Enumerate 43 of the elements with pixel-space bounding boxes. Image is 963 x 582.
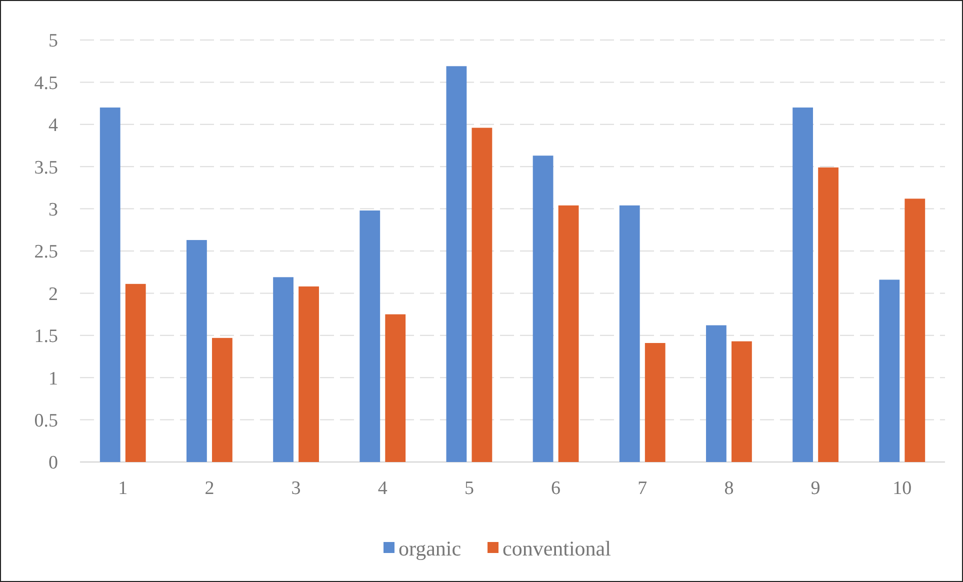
x-tick-label: 10 xyxy=(892,478,912,499)
x-tick-label: 3 xyxy=(291,478,301,499)
bar xyxy=(904,198,926,462)
x-tick-label: 9 xyxy=(810,478,820,499)
bar xyxy=(125,284,146,462)
bar xyxy=(273,277,294,462)
bar xyxy=(532,156,554,462)
legend-label: conventional xyxy=(502,536,612,560)
bar xyxy=(446,66,467,462)
bar xyxy=(360,210,380,462)
bar xyxy=(100,108,120,462)
bar xyxy=(644,342,666,462)
y-tick-label: 3 xyxy=(48,199,58,220)
y-tick-label: 0.5 xyxy=(34,410,58,432)
x-tick-label: 7 xyxy=(638,478,648,499)
x-tick-label: 8 xyxy=(724,478,734,499)
x-tick-label: 4 xyxy=(378,478,388,499)
y-tick-label: 5 xyxy=(48,30,58,52)
y-tick-label: 3.5 xyxy=(34,157,58,178)
x-tick-label: 2 xyxy=(204,478,214,499)
bar xyxy=(186,240,207,462)
bar xyxy=(818,167,838,462)
bar xyxy=(385,314,406,462)
bar xyxy=(212,338,232,462)
bar xyxy=(732,341,752,462)
y-tick-label: 1.5 xyxy=(34,326,58,348)
y-tick-label: 2 xyxy=(48,284,58,305)
bar xyxy=(879,280,900,462)
y-tick-label: 2.5 xyxy=(34,242,58,263)
bar xyxy=(792,108,814,462)
bar xyxy=(619,205,640,462)
x-tick-label: 1 xyxy=(118,478,128,499)
x-tick-label: 5 xyxy=(464,478,474,499)
y-tick-label: 4 xyxy=(48,115,58,136)
x-tick-label: 6 xyxy=(551,478,561,499)
legend-label: organic xyxy=(398,536,462,560)
y-tick-label: 0 xyxy=(48,452,58,474)
y-tick-label: 4.5 xyxy=(34,72,58,94)
bar xyxy=(558,205,579,462)
bar xyxy=(472,128,492,462)
bar xyxy=(298,286,319,462)
bar xyxy=(706,325,726,462)
y-tick-label: 1 xyxy=(48,368,58,390)
